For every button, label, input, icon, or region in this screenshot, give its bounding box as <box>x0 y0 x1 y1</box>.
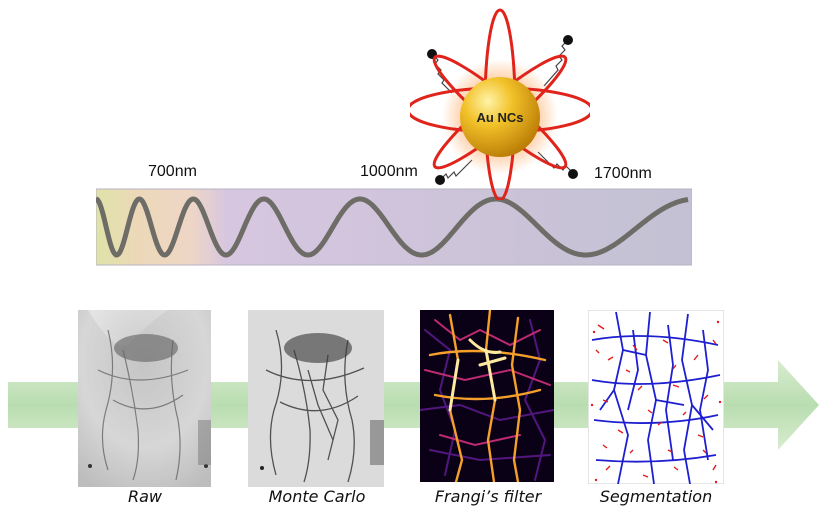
caption-segmentation: Segmentation <box>599 487 713 506</box>
label-1700nm: 1700nm <box>594 165 652 182</box>
caption-raw: Raw <box>127 487 162 506</box>
ligand-head-icon <box>568 169 578 179</box>
raw-image <box>78 310 211 487</box>
segmentation-image <box>588 310 724 484</box>
caption-monte-carlo: Monte Carlo <box>268 487 366 506</box>
wave-line <box>96 196 689 258</box>
label-700nm: 700nm <box>148 163 197 180</box>
gold-sphere <box>460 77 540 157</box>
monte-carlo-image <box>248 310 384 487</box>
au-ncs-label: Au NCs <box>477 110 524 125</box>
ligand-head-icon <box>563 35 573 45</box>
spectrum-band <box>96 188 692 266</box>
ligand-head-icon <box>435 175 445 185</box>
frangi-filter-image <box>420 310 554 482</box>
au-nanocluster-figure: Au NCs <box>410 8 590 200</box>
label-1000nm: 1000nm <box>360 163 418 180</box>
caption-frangi-filter: Frangi’s filter <box>434 487 542 506</box>
